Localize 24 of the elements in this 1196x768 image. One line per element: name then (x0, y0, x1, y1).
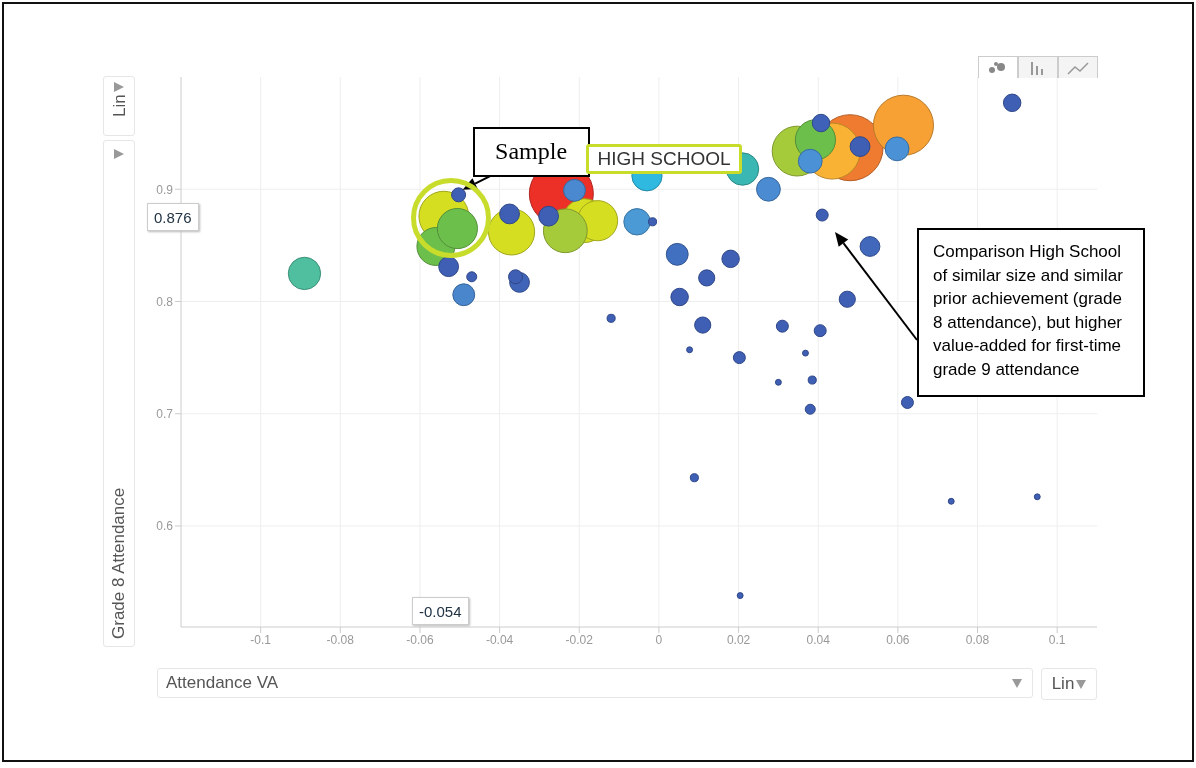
x-tick-label: -0.06 (406, 632, 434, 647)
y-tick-label: 0.6 (156, 519, 174, 534)
text: Lin (1051, 674, 1075, 694)
x-tick-label: 0.06 (886, 632, 910, 647)
x-tick-label: 0.02 (726, 632, 751, 647)
text: Lin (110, 94, 130, 117)
x-tick-label: -0.08 (326, 632, 355, 647)
x-tick-label: -0.04 (485, 632, 514, 647)
annotation: -0.054 (412, 597, 469, 625)
x-tick-label: -0.1 (250, 632, 272, 647)
x-tick-label: -0.02 (565, 632, 594, 647)
annotation: Sample (472, 126, 590, 177)
annotation: 0.876 (147, 203, 199, 231)
x-tick-label: 0.1 (1048, 632, 1066, 647)
y-tick-label: 0.9 (156, 182, 174, 197)
y-tick-label: 0.8 (156, 294, 174, 309)
annotation: Comparison High School of similar size and similar prior achievement (grade 8 attendance), but higher value-added for first-time grade 9 attendance (917, 228, 1145, 397)
x-tick-label: 0 (655, 632, 663, 647)
x-axis-title: Attendance VA (166, 673, 279, 693)
y-axis-title: Grade 8 Attendance (109, 487, 129, 639)
annotation: HIGH SCHOOL (586, 144, 742, 174)
y-tick-label: 0.7 (156, 406, 174, 421)
x-tick-label: 0.08 (965, 632, 990, 647)
x-tick-label: 0.04 (806, 632, 831, 647)
